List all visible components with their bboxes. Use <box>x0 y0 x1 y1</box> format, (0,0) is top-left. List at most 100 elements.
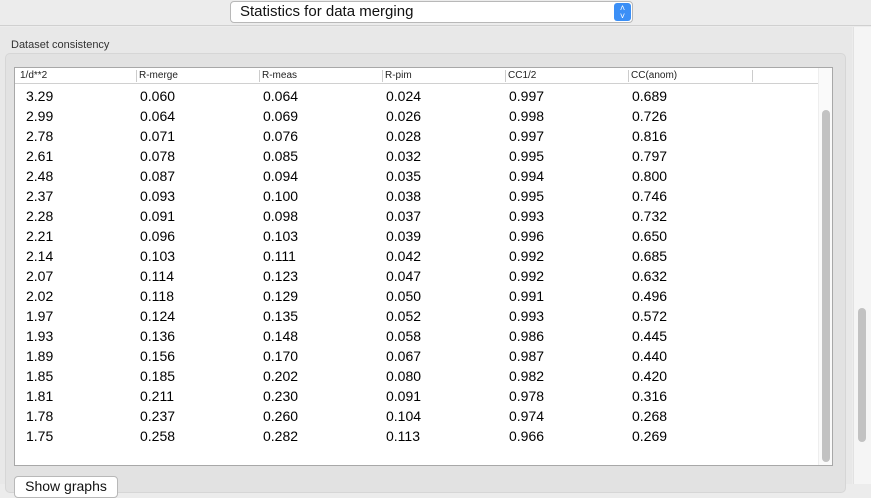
table-cell: 0.726 <box>632 108 668 124</box>
table-cell: 0.316 <box>632 388 668 404</box>
table-cell: 0.052 <box>386 308 422 324</box>
table-cell: 3.29 <box>26 88 54 104</box>
table-scrollbar-thumb[interactable] <box>822 110 830 462</box>
table-cell: 1.97 <box>26 308 54 324</box>
table-cell: 0.685 <box>632 248 668 264</box>
table-cell: 0.156 <box>140 348 176 364</box>
table-cell: 0.038 <box>386 188 422 204</box>
table-row[interactable]: 1.78 0.237 0.260 0.104 0.974 0.268 <box>15 406 818 426</box>
table-cell: 0.085 <box>263 148 299 164</box>
table-cell: 0.170 <box>263 348 299 364</box>
table-cell: 0.268 <box>632 408 668 424</box>
table-cell: 0.800 <box>632 168 668 184</box>
table-cell: 0.060 <box>140 88 176 104</box>
table-cell: 2.14 <box>26 248 54 264</box>
table-cell: 0.123 <box>263 268 299 284</box>
table-cell: 0.064 <box>263 88 299 104</box>
table-cell: 0.650 <box>632 228 668 244</box>
table-cell: 0.114 <box>140 268 174 284</box>
table-row[interactable]: 1.97 0.124 0.135 0.052 0.993 0.572 <box>15 306 818 326</box>
table-cell: 0.211 <box>140 388 174 404</box>
table-row[interactable]: 1.93 0.136 0.148 0.058 0.986 0.445 <box>15 326 818 346</box>
show-graphs-button[interactable]: Show graphs <box>14 476 118 498</box>
table-cell: 0.995 <box>509 148 545 164</box>
table-cell: 0.100 <box>263 188 299 204</box>
table-row[interactable]: 2.37 0.093 0.100 0.038 0.995 0.746 <box>15 186 818 206</box>
table-cell: 0.148 <box>263 328 299 344</box>
window-scrollbar[interactable] <box>853 27 871 484</box>
table-cell: 0.076 <box>263 128 299 144</box>
table-cell: 0.974 <box>509 408 545 424</box>
table-cell: 0.087 <box>140 168 176 184</box>
table-cell: 0.093 <box>140 188 176 204</box>
table-cell: 0.104 <box>386 408 422 424</box>
table-cell: 0.024 <box>386 88 422 104</box>
table-row[interactable]: 2.99 0.064 0.069 0.026 0.998 0.726 <box>15 106 818 126</box>
table-cell: 0.136 <box>140 328 176 344</box>
table-cell: 1.81 <box>26 388 54 404</box>
table-row[interactable]: 1.81 0.211 0.230 0.091 0.978 0.316 <box>15 386 818 406</box>
table-cell: 1.93 <box>26 328 54 344</box>
table-cell: 0.042 <box>386 248 422 264</box>
column-header[interactable]: CC1/2 <box>507 70 629 82</box>
table-cell: 0.994 <box>509 168 545 184</box>
group-label: Dataset consistency <box>11 39 110 51</box>
table-cell: 2.78 <box>26 128 54 144</box>
table-cell: 0.091 <box>386 388 422 404</box>
table-row[interactable]: 1.75 0.258 0.282 0.113 0.966 0.269 <box>15 426 818 446</box>
table-row[interactable]: 2.48 0.087 0.094 0.035 0.994 0.800 <box>15 166 818 186</box>
table-cell: 0.978 <box>509 388 545 404</box>
window-scrollbar-thumb[interactable] <box>858 308 866 442</box>
table-row[interactable]: 2.61 0.078 0.085 0.032 0.995 0.797 <box>15 146 818 166</box>
table-row[interactable]: 3.29 0.060 0.064 0.024 0.997 0.689 <box>15 86 818 106</box>
table-row[interactable]: 2.07 0.114 0.123 0.047 0.992 0.632 <box>15 266 818 286</box>
table-cell: 0.069 <box>263 108 299 124</box>
table-cell: 0.039 <box>386 228 422 244</box>
table-cell: 0.991 <box>509 288 545 304</box>
table-cell: 0.816 <box>632 128 668 144</box>
table-row[interactable]: 2.21 0.096 0.103 0.039 0.996 0.650 <box>15 226 818 246</box>
table-cell: 0.440 <box>632 348 668 364</box>
table-row[interactable]: 1.89 0.156 0.170 0.067 0.987 0.440 <box>15 346 818 366</box>
table-cell: 0.993 <box>509 308 545 324</box>
table-cell: 0.026 <box>386 108 422 124</box>
table-row[interactable]: 2.28 0.091 0.098 0.037 0.993 0.732 <box>15 206 818 226</box>
column-header[interactable]: R-pim <box>384 70 506 82</box>
statistics-selector[interactable]: Statistics for data merging ˄ ˅ <box>230 1 633 23</box>
table-cell: 0.496 <box>632 288 668 304</box>
column-header[interactable]: 1/d**2 <box>19 70 137 82</box>
statistics-selector-value: Statistics for data merging <box>240 3 414 20</box>
top-bar: Statistics for data merging ˄ ˅ <box>0 0 871 26</box>
table-row[interactable]: 2.14 0.103 0.111 0.042 0.992 0.685 <box>15 246 818 266</box>
table-row[interactable]: 2.78 0.071 0.076 0.028 0.997 0.816 <box>15 126 818 146</box>
table-cell: 2.07 <box>26 268 54 284</box>
column-header[interactable]: R-meas <box>261 70 383 82</box>
table-cell: 1.85 <box>26 368 54 384</box>
table-cell: 0.035 <box>386 168 422 184</box>
table-cell: 0.135 <box>263 308 299 324</box>
table-cell: 0.992 <box>509 268 545 284</box>
table-cell: 0.064 <box>140 108 176 124</box>
table-cell: 0.050 <box>386 288 422 304</box>
table-cell: 0.445 <box>632 328 668 344</box>
column-header[interactable]: R-merge <box>138 70 260 82</box>
table-row[interactable]: 1.85 0.185 0.202 0.080 0.982 0.420 <box>15 366 818 386</box>
table-cell: 0.998 <box>509 108 545 124</box>
table-cell: 0.103 <box>140 248 176 264</box>
table-cell: 1.89 <box>26 348 54 364</box>
table-cell: 0.260 <box>263 408 299 424</box>
table-cell: 0.966 <box>509 428 545 444</box>
table-cell: 2.02 <box>26 288 54 304</box>
table-cell: 0.237 <box>140 408 176 424</box>
table-cell: 2.21 <box>26 228 54 244</box>
table-cell: 0.269 <box>632 428 668 444</box>
table-row[interactable]: 2.02 0.118 0.129 0.050 0.991 0.496 <box>15 286 818 306</box>
table-cell: 0.993 <box>509 208 545 224</box>
table-cell: 0.078 <box>140 148 176 164</box>
column-header[interactable]: CC(anom) <box>630 70 753 82</box>
table-cell: 0.113 <box>386 428 420 444</box>
table-cell: 0.572 <box>632 308 668 324</box>
table-scrollbar[interactable] <box>818 68 832 465</box>
table-cell: 0.103 <box>263 228 299 244</box>
table-cell: 0.096 <box>140 228 176 244</box>
